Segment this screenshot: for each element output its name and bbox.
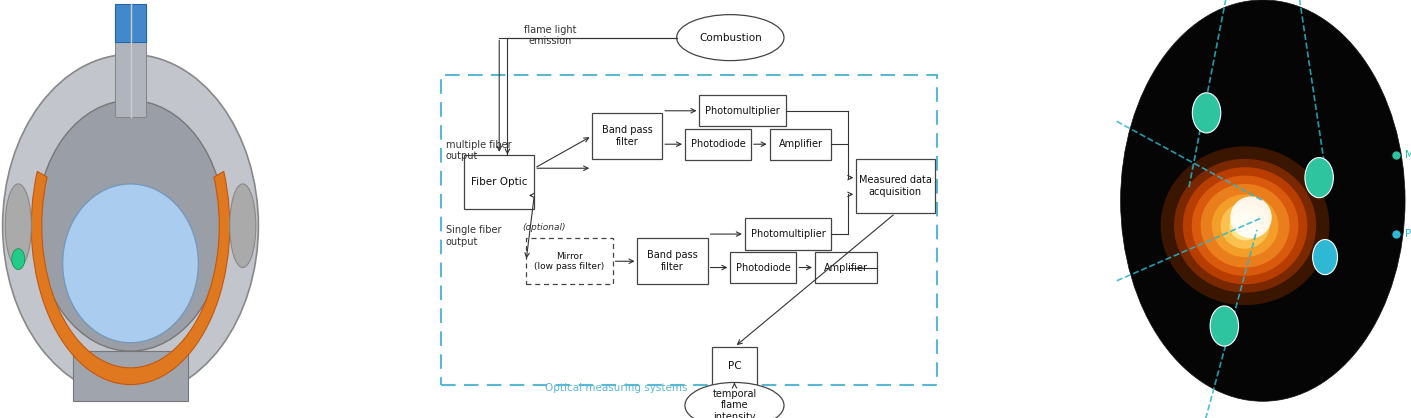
- Text: flame light
emission: flame light emission: [523, 25, 577, 46]
- Text: Optical measuring systems: Optical measuring systems: [545, 383, 687, 393]
- Ellipse shape: [1192, 176, 1298, 276]
- Text: Band pass
filter: Band pass filter: [648, 250, 698, 272]
- Text: Combustion: Combustion: [698, 33, 762, 43]
- FancyBboxPatch shape: [114, 8, 147, 117]
- Circle shape: [1120, 0, 1405, 401]
- Ellipse shape: [62, 184, 199, 343]
- Ellipse shape: [1212, 194, 1278, 257]
- Ellipse shape: [1174, 159, 1316, 293]
- Circle shape: [1305, 158, 1333, 198]
- Text: Single fiber
output: Single fiber output: [446, 225, 501, 247]
- FancyBboxPatch shape: [816, 252, 876, 283]
- Text: Band pass
filter: Band pass filter: [601, 125, 652, 147]
- FancyBboxPatch shape: [700, 95, 786, 126]
- FancyBboxPatch shape: [464, 155, 535, 209]
- Ellipse shape: [3, 54, 258, 397]
- Wedge shape: [31, 171, 230, 385]
- FancyBboxPatch shape: [711, 347, 758, 385]
- FancyBboxPatch shape: [114, 4, 147, 42]
- Text: Fiber Optic: Fiber Optic: [471, 177, 528, 187]
- Ellipse shape: [1161, 146, 1329, 305]
- Text: Photodiode: Photodiode: [737, 263, 790, 273]
- FancyBboxPatch shape: [769, 129, 831, 160]
- FancyBboxPatch shape: [73, 351, 188, 401]
- Text: PC: PC: [728, 361, 741, 371]
- Ellipse shape: [1182, 167, 1308, 284]
- Ellipse shape: [684, 382, 785, 418]
- Text: Pilot Injector: Pilot Injector: [1405, 229, 1411, 239]
- Ellipse shape: [1201, 184, 1290, 268]
- Circle shape: [1192, 93, 1221, 133]
- Text: multiple fiber
output: multiple fiber output: [446, 140, 511, 161]
- Text: Mirror
(low pass filter): Mirror (low pass filter): [535, 252, 604, 271]
- FancyBboxPatch shape: [745, 218, 831, 250]
- Ellipse shape: [1229, 211, 1260, 240]
- FancyBboxPatch shape: [638, 238, 708, 284]
- Ellipse shape: [230, 184, 255, 268]
- Text: Main Injector: Main Injector: [1405, 150, 1411, 160]
- FancyBboxPatch shape: [731, 252, 796, 283]
- Ellipse shape: [677, 15, 785, 61]
- Circle shape: [11, 249, 25, 270]
- Circle shape: [1312, 240, 1338, 275]
- Text: Amplifier: Amplifier: [779, 139, 823, 149]
- Text: Photomultiplier: Photomultiplier: [706, 106, 780, 116]
- Text: Photodiode: Photodiode: [690, 139, 745, 149]
- Text: Amplifier: Amplifier: [824, 263, 868, 273]
- FancyBboxPatch shape: [593, 113, 662, 159]
- Ellipse shape: [1230, 196, 1271, 238]
- Text: Photomultiplier: Photomultiplier: [751, 229, 825, 239]
- Ellipse shape: [6, 184, 31, 268]
- Circle shape: [1211, 306, 1239, 346]
- FancyBboxPatch shape: [526, 238, 612, 284]
- FancyBboxPatch shape: [684, 129, 751, 160]
- Text: (optional): (optional): [522, 223, 566, 232]
- Ellipse shape: [37, 100, 224, 351]
- FancyBboxPatch shape: [856, 159, 934, 213]
- Text: Measured data
acquisition: Measured data acquisition: [859, 175, 931, 197]
- Ellipse shape: [1221, 203, 1270, 249]
- Text: temporal
flame
intensity: temporal flame intensity: [713, 389, 756, 418]
